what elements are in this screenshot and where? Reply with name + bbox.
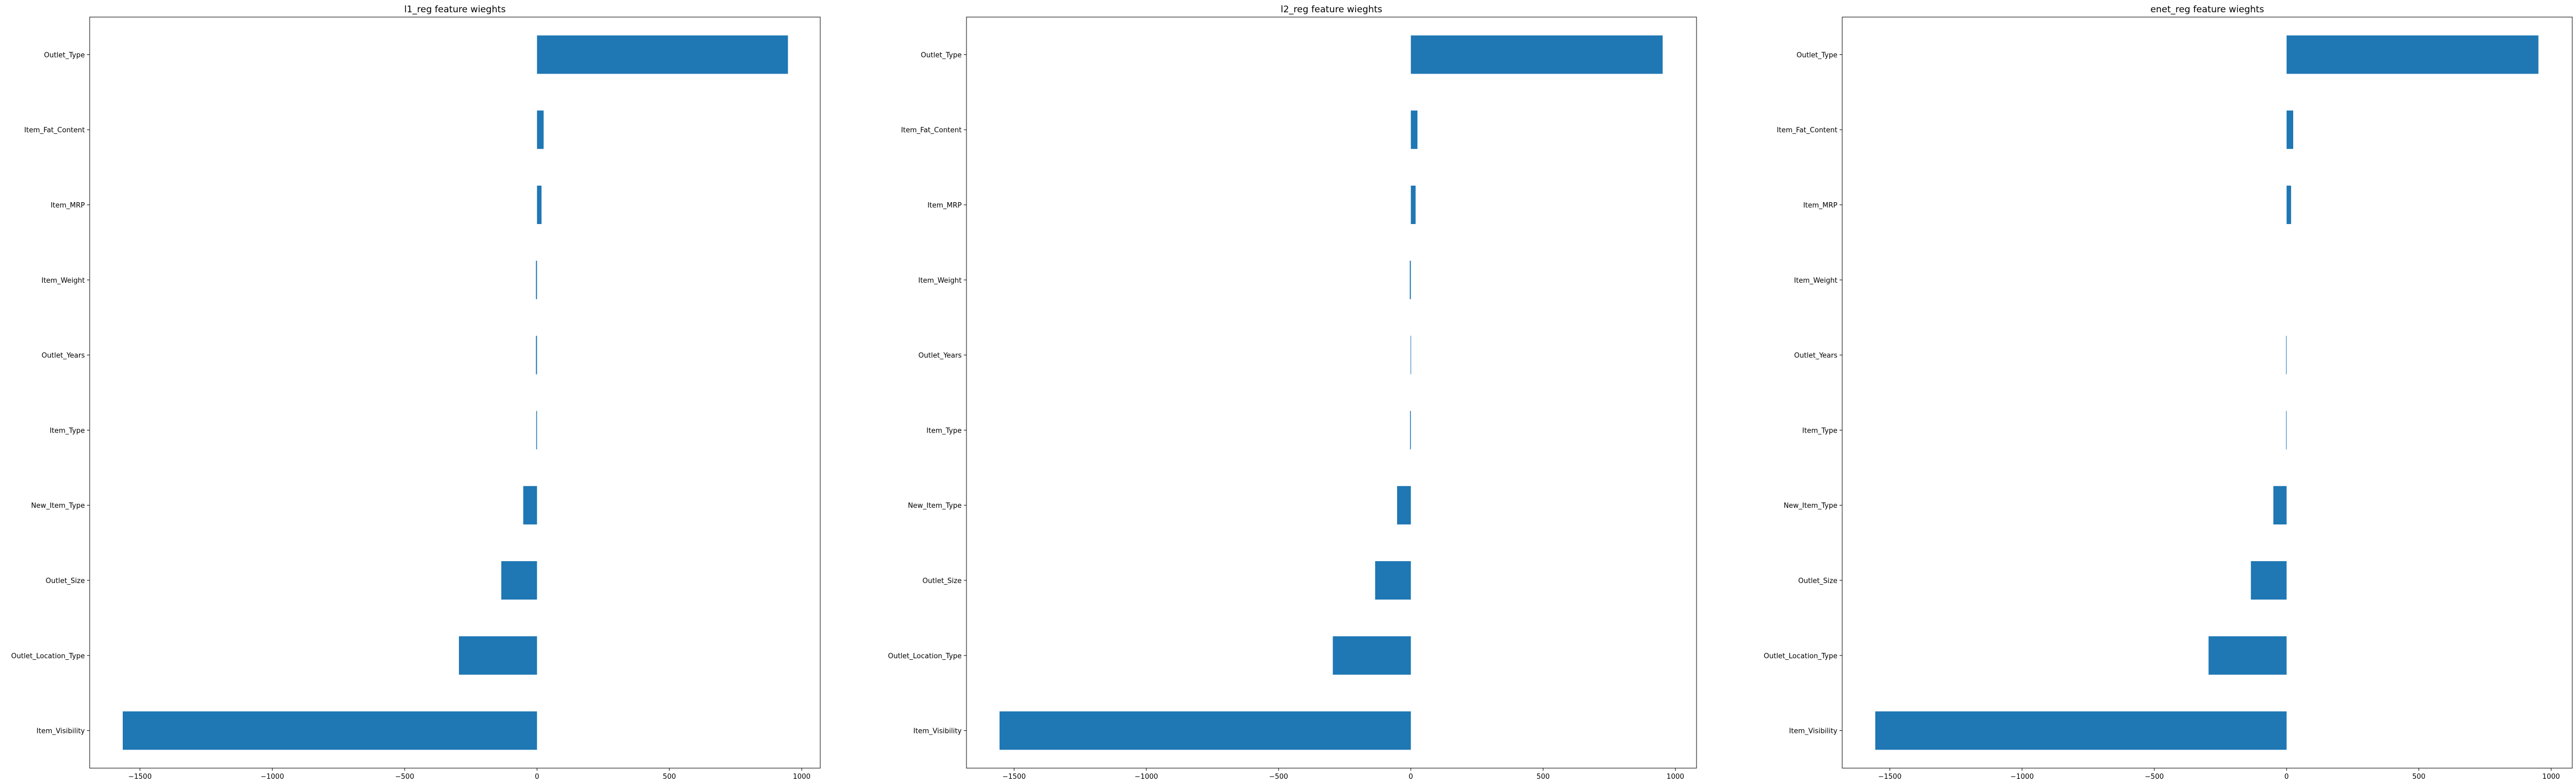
ytick-label: Item_Weight — [42, 277, 85, 285]
ytick-label: Outlet_Location_Type — [11, 652, 85, 660]
bar-outlet-size — [2250, 561, 2287, 600]
xtick-label: 1000 — [793, 773, 811, 781]
ytick-label: Outlet_Years — [918, 352, 962, 360]
bar-outlet-years — [2286, 336, 2287, 374]
ytick-label: Item_Visibility — [36, 728, 85, 736]
chart-title: enet_reg feature wieghts — [2150, 4, 2264, 15]
bar-item-visibility — [999, 711, 1411, 750]
xtick-label: 500 — [663, 773, 676, 781]
ytick-label: Outlet_Years — [1794, 352, 1837, 360]
xtick-label: −1500 — [1002, 773, 1026, 781]
bar-item-mrp — [1410, 186, 1416, 224]
ytick-label: Outlet_Size — [46, 577, 85, 585]
ytick-label: Item_Visibility — [1789, 728, 1837, 736]
bar-outlet-location-type — [458, 636, 537, 675]
bar-new-item-type — [1397, 486, 1411, 525]
chart-panel-1: l1_reg feature wieghts Item_Visibility Out… — [11, 4, 821, 781]
bar-item-mrp — [2286, 186, 2292, 224]
ytick-label: Item_Type — [926, 427, 962, 435]
ytick-label: Item_Type — [50, 427, 85, 435]
xtick-label: −500 — [1269, 773, 1288, 781]
chart-panel-3: enet_reg feature wieghts Item_Visibility O… — [1764, 4, 2573, 781]
xtick-label: 500 — [2412, 773, 2426, 781]
bar-item-weight — [536, 260, 537, 299]
bar-item-type — [536, 411, 537, 450]
xtick-label: 1000 — [1667, 773, 1684, 781]
ytick-label: New_Item_Type — [908, 502, 962, 510]
xtick-label: 0 — [2285, 773, 2289, 781]
ytick-label: Item_MRP — [928, 202, 962, 210]
bar-outlet-size — [501, 561, 537, 600]
ytick-label: Item_Fat_Content — [1777, 126, 1837, 134]
ytick-label: Outlet_Size — [923, 577, 962, 585]
bar-outlet-years — [536, 336, 537, 374]
bar-outlet-location-type — [1333, 636, 1411, 675]
xtick-label: −1000 — [2010, 773, 2034, 781]
ytick-label: Item_Type — [1802, 427, 1837, 435]
chart-title: l2_reg feature wieghts — [1281, 4, 1382, 15]
chart-panel-2: l2_reg feature wieghts Item_Visibility Out… — [888, 4, 1697, 781]
xtick-label: −1000 — [1135, 773, 1158, 781]
bar-item-weight — [1409, 260, 1411, 299]
ytick-label: Item_MRP — [51, 202, 85, 210]
ytick-label: Outlet_Type — [921, 51, 962, 59]
xtick-label: −1500 — [128, 773, 152, 781]
ytick-label: Outlet_Type — [1796, 51, 1837, 59]
xtick-label: −1000 — [260, 773, 284, 781]
ytick-label: Item_Visibility — [913, 728, 962, 736]
ytick-label: Outlet_Type — [44, 51, 85, 59]
ytick-label: Outlet_Years — [42, 352, 85, 360]
bar-item-visibility — [1875, 711, 2287, 750]
chart-title: l1_reg feature wieghts — [404, 4, 505, 15]
ytick-label: Item_Weight — [1794, 277, 1837, 285]
xtick-label: 0 — [1409, 773, 1413, 781]
bar-item-fat-content — [1410, 110, 1418, 149]
bar-outlet-type — [1410, 35, 1663, 74]
bar-item-fat-content — [2286, 110, 2294, 149]
xtick-label: 0 — [535, 773, 539, 781]
ytick-label: Item_Fat_Content — [24, 126, 85, 134]
ytick-label: New_Item_Type — [1784, 502, 1837, 510]
ytick-label: Outlet_Size — [1798, 577, 1837, 585]
bar-outlet-type — [2286, 35, 2539, 74]
xtick-label: −500 — [395, 773, 414, 781]
bar-item-type — [2286, 411, 2287, 450]
bar-outlet-size — [1375, 561, 1411, 600]
bar-new-item-type — [523, 486, 537, 525]
ytick-label: New_Item_Type — [31, 502, 85, 510]
xtick-label: −500 — [2145, 773, 2164, 781]
bar-item-mrp — [537, 186, 542, 224]
bar-outlet-type — [537, 35, 788, 74]
xtick-label: 1000 — [2542, 773, 2560, 781]
xtick-label: −1500 — [1878, 773, 1901, 781]
ytick-label: Item_Weight — [918, 277, 962, 285]
bar-outlet-years — [1410, 336, 1412, 374]
ytick-label: Item_MRP — [1803, 202, 1837, 210]
plot-frame — [1842, 17, 2573, 769]
bar-new-item-type — [2273, 486, 2287, 525]
bar-item-fat-content — [537, 110, 544, 149]
bar-item-visibility — [123, 711, 537, 750]
bar-outlet-location-type — [2208, 636, 2287, 675]
plot-frame — [966, 17, 1697, 769]
plot-frame — [89, 17, 821, 769]
ytick-label: Item_Fat_Content — [901, 126, 962, 134]
xtick-label: 500 — [1536, 773, 1550, 781]
ytick-label: Outlet_Location_Type — [1764, 652, 1837, 660]
ytick-label: Outlet_Location_Type — [888, 652, 962, 660]
